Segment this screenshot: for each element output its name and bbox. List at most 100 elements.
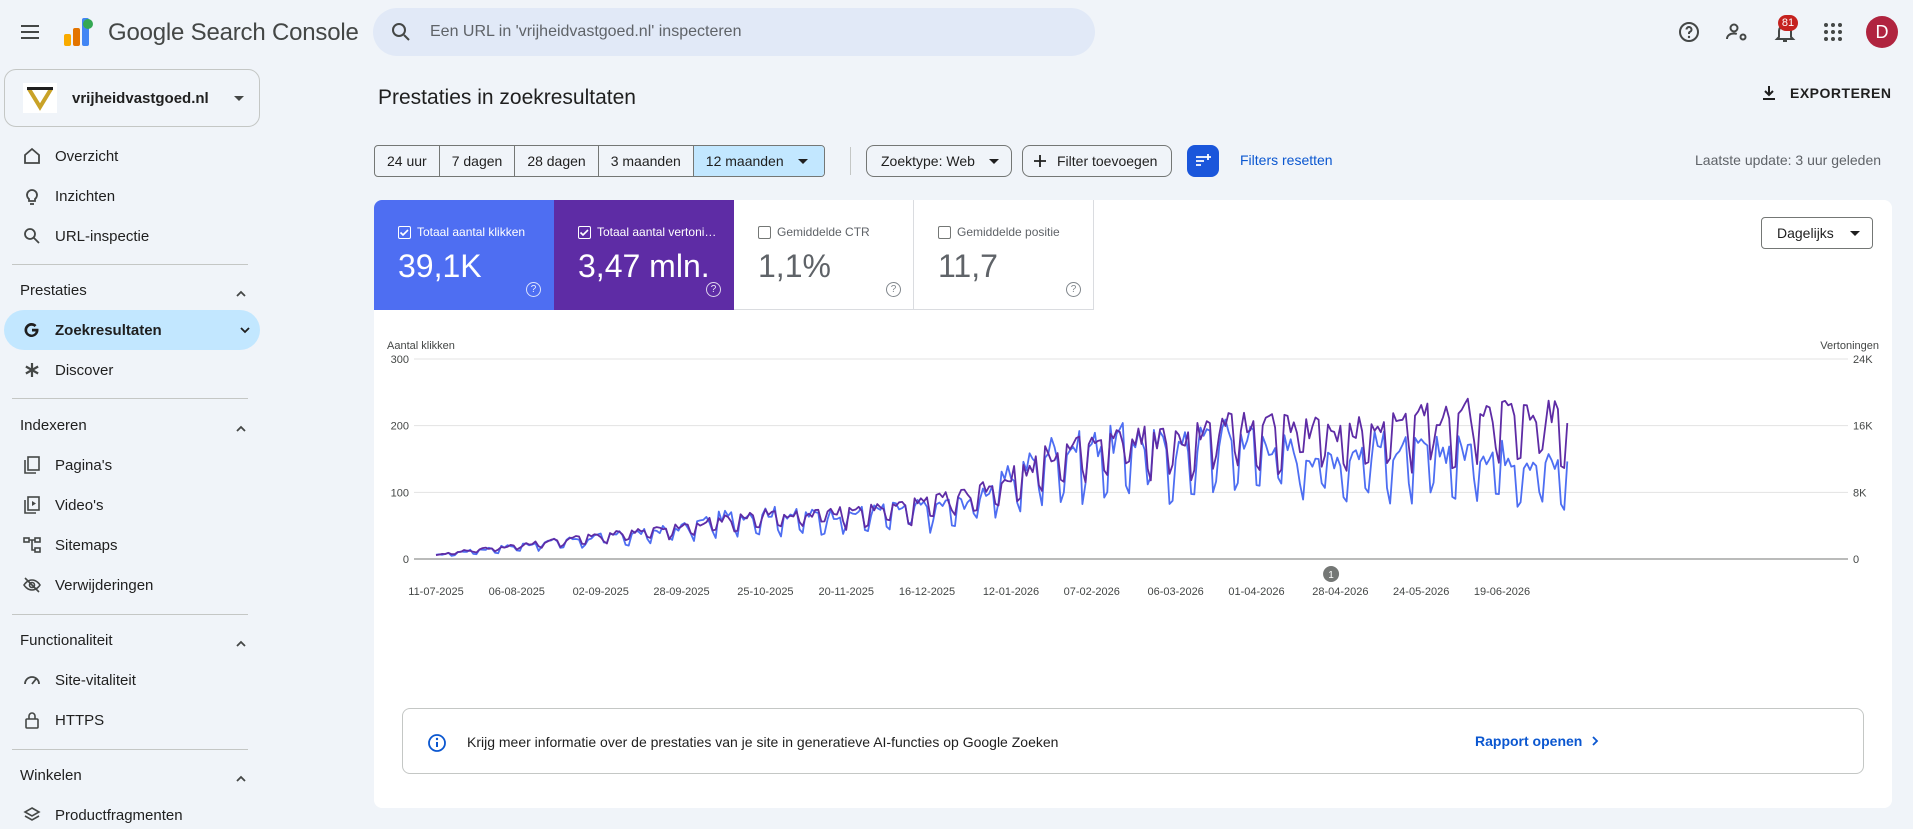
right-tick-label: 16K	[1853, 421, 1873, 433]
metric-ctr[interactable]: Gemiddelde CTR 1,1% ?	[734, 200, 914, 310]
checkbox-unchecked[interactable]	[938, 226, 951, 239]
sidebar-item-inzichten[interactable]: Inzichten	[4, 176, 260, 216]
x-tick-label: 01-04-2026	[1228, 586, 1284, 598]
sidebar-item-label: Pagina's	[55, 457, 113, 474]
eye-off-icon	[23, 577, 41, 593]
video-icon	[24, 496, 40, 514]
help-icon[interactable]: ?	[706, 282, 721, 297]
performance-card: Totaal aantal klikken 39,1K ? Totaal aan…	[374, 200, 1892, 808]
metric-clicks[interactable]: Totaal aantal klikken 39,1K ?	[374, 200, 554, 310]
x-tick-label: 28-09-2025	[653, 586, 709, 598]
manage-users-icon[interactable]	[1725, 20, 1749, 44]
metric-value: 39,1K	[398, 248, 482, 284]
section-title: Indexeren	[20, 417, 87, 434]
sidebar-divider	[12, 614, 248, 615]
sidebar-item-zoekresultaten[interactable]: Zoekresultaten	[4, 310, 260, 350]
sidebar-item-sitemaps[interactable]: Sitemaps	[4, 525, 260, 565]
section-winkelen[interactable]: Winkelen	[20, 767, 250, 797]
range-3-maanden[interactable]: 3 maanden	[599, 146, 694, 176]
range-7-dagen[interactable]: 7 dagen	[440, 146, 516, 176]
sidebar-item-site-vitaliteit[interactable]: Site-vitaliteit	[4, 660, 260, 700]
property-selector[interactable]: vrijheidvastgoed.nl	[4, 69, 260, 127]
search-input[interactable]	[430, 8, 1070, 56]
lock-icon	[25, 712, 39, 729]
series-line-klikken	[435, 418, 1569, 557]
x-tick-label: 12-01-2026	[983, 586, 1039, 598]
export-button[interactable]: EXPORTEREN	[1760, 84, 1891, 102]
asterisk-icon	[25, 363, 39, 377]
x-tick-label: 07-02-2026	[1064, 586, 1120, 598]
search-console-logo	[64, 18, 93, 46]
toolbar-divider	[850, 147, 851, 175]
sidebar-item-url-inspectie[interactable]: URL-inspectie	[4, 216, 260, 256]
section-prestaties[interactable]: Prestaties	[20, 282, 250, 312]
performance-chart: Aantal klikken Vertoningen 0 0 100 8K 200 16K 30…	[387, 340, 1879, 598]
apps-grid-icon[interactable]	[1821, 20, 1845, 44]
checkbox-checked[interactable]	[578, 226, 591, 239]
sidebar-item-label: Discover	[55, 362, 114, 379]
home-icon	[24, 147, 40, 164]
x-tick-label: 06-08-2025	[489, 586, 545, 598]
sidebar-item-productfragmenten[interactable]: Productfragmenten	[4, 795, 260, 829]
checkbox-checked[interactable]	[398, 226, 411, 239]
filter-list-icon	[1196, 154, 1211, 166]
metric-value: 1,1%	[758, 248, 831, 284]
help-icon[interactable]: ?	[526, 282, 541, 297]
sidebar-item-label: Site-vitaliteit	[55, 672, 136, 689]
checkbox-unchecked[interactable]	[758, 226, 771, 239]
x-tick-label: 11-07-2025	[408, 586, 463, 598]
metric-label: Totaal aantal vertoningen	[597, 225, 717, 239]
open-report-link[interactable]: Rapport openen	[1475, 733, 1600, 749]
menu-icon[interactable]	[18, 20, 42, 44]
left-axis-label: Aantal klikken	[387, 340, 455, 352]
google-g-icon	[24, 323, 39, 338]
x-tick-label: 20-11-2025	[819, 586, 874, 598]
download-icon	[1763, 86, 1775, 100]
left-tick-label: 100	[391, 487, 409, 499]
sidebar-item-label: Overzicht	[55, 148, 119, 165]
metric-label: Gemiddelde positie	[957, 225, 1060, 239]
sidebar-item-discover[interactable]: Discover	[4, 350, 260, 390]
sidebar-item-videos[interactable]: Video's	[4, 485, 260, 525]
section-title: Functionaliteit	[20, 632, 113, 649]
ai-info-banner: Krijg meer informatie over de prestaties…	[402, 708, 1864, 774]
left-tick-label: 200	[391, 421, 409, 433]
chevron-up-icon	[236, 640, 246, 647]
range-12-maanden[interactable]: 12 maanden	[693, 146, 824, 176]
sidebar-item-label: Video's	[55, 497, 104, 514]
metric-position[interactable]: Gemiddelde positie 11,7 ?	[914, 200, 1094, 310]
url-inspect-search[interactable]	[373, 8, 1095, 56]
help-icon[interactable]	[1677, 20, 1701, 44]
ai-banner-text: Krijg meer informatie over de prestaties…	[467, 734, 1059, 750]
add-filter-label: Filter toevoegen	[1057, 153, 1158, 169]
sidebar-item-https[interactable]: HTTPS	[4, 700, 260, 740]
sidebar-item-paginas[interactable]: Pagina's	[4, 445, 260, 485]
chevron-up-icon	[236, 290, 246, 297]
section-indexeren[interactable]: Indexeren	[20, 417, 250, 447]
open-report-label: Rapport openen	[1475, 733, 1583, 749]
x-tick-label: 02-09-2025	[573, 586, 629, 598]
sidebar-divider	[12, 749, 248, 750]
search-type-dropdown[interactable]: Zoektype: Web	[866, 145, 1012, 177]
sidebar-item-overzicht[interactable]: Overzicht	[4, 136, 260, 176]
metric-label: Gemiddelde CTR	[777, 225, 870, 239]
plus-icon	[1034, 155, 1046, 167]
help-icon[interactable]: ?	[1066, 282, 1081, 297]
account-avatar[interactable]: D	[1866, 16, 1898, 48]
reset-filters-link[interactable]: Filters resetten	[1240, 152, 1333, 168]
sidebar-divider	[12, 398, 248, 399]
range-28-dagen[interactable]: 28 dagen	[515, 146, 599, 176]
chevron-up-icon	[236, 775, 246, 782]
add-filter-button[interactable]: Filter toevoegen	[1022, 145, 1173, 177]
chevron-up-icon	[236, 425, 246, 432]
granularity-dropdown[interactable]: Dagelijks	[1761, 217, 1873, 249]
filter-settings-button[interactable]	[1187, 145, 1219, 177]
page-title: Prestaties in zoekresultaten	[378, 86, 636, 109]
range-24-uur[interactable]: 24 uur	[375, 146, 440, 176]
app-title: Google Search Console	[108, 19, 359, 46]
metric-impressions[interactable]: Totaal aantal vertoningen 3,47 mln. ?	[554, 200, 734, 310]
search-icon	[24, 228, 40, 244]
section-functionaliteit[interactable]: Functionaliteit	[20, 632, 250, 662]
help-icon[interactable]: ?	[886, 282, 901, 297]
sidebar-item-verwijderingen[interactable]: Verwijderingen	[4, 565, 260, 605]
